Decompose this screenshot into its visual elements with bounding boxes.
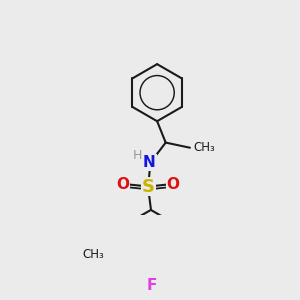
Text: O: O — [167, 177, 180, 192]
Text: O: O — [117, 177, 130, 192]
Text: CH₃: CH₃ — [194, 141, 215, 154]
Text: CH₃: CH₃ — [83, 248, 104, 261]
Text: S: S — [142, 178, 155, 196]
Text: H: H — [133, 149, 142, 162]
Text: N: N — [143, 155, 156, 170]
Text: F: F — [147, 278, 157, 293]
